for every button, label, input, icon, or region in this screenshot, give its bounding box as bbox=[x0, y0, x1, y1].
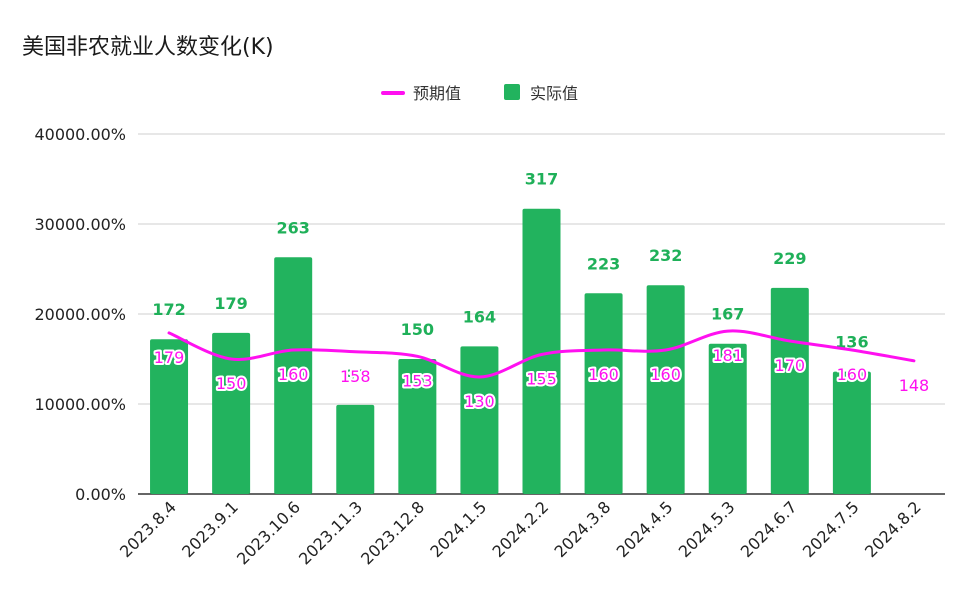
x-tick-label: 2024.3.8 bbox=[551, 497, 615, 561]
bar-labels-actual: 172 179 263 99 150 164 317 223 232 167 229 136 bbox=[152, 170, 868, 385]
expected-value-halo: 158 bbox=[340, 367, 371, 386]
bar-actual bbox=[460, 346, 499, 494]
x-axis: 2023.8.42023.9.12023.10.62023.11.32023.1… bbox=[116, 497, 925, 568]
x-tick-label: 2023.12.8 bbox=[357, 497, 428, 568]
legend-swatch-actual bbox=[504, 84, 520, 100]
bar-value-label: 164 bbox=[463, 307, 496, 326]
bar-actual bbox=[212, 332, 251, 494]
expected-value-halo: 160 bbox=[278, 365, 309, 384]
bar-value-label: 263 bbox=[276, 218, 309, 237]
y-tick-label: 30000.00% bbox=[34, 215, 126, 234]
bar-actual bbox=[150, 339, 189, 494]
x-tick-label: 2023.8.4 bbox=[116, 497, 180, 561]
x-tick-label: 2024.5.3 bbox=[675, 497, 739, 561]
bar-actual bbox=[522, 208, 561, 494]
bar-value-label: 167 bbox=[711, 305, 744, 324]
x-tick-label: 2024.2.2 bbox=[489, 497, 553, 561]
expected-value-halo: 130 bbox=[464, 392, 495, 411]
bar-value-label: 172 bbox=[152, 300, 185, 319]
expected-value-label: 155 bbox=[526, 370, 557, 389]
y-tick-label: 0.00% bbox=[75, 485, 126, 504]
bar-value-label: 136 bbox=[835, 333, 868, 352]
bar-actual bbox=[274, 257, 313, 494]
bar-actual bbox=[832, 371, 871, 494]
bar-actual bbox=[398, 359, 437, 494]
x-tick-label: 2024.1.5 bbox=[426, 497, 490, 561]
line-expected bbox=[167, 329, 916, 379]
bar-value-label: 317 bbox=[525, 170, 558, 189]
bar-value-label: 229 bbox=[773, 249, 806, 268]
expected-value-label: 158 bbox=[340, 367, 371, 386]
expected-value-label: 160 bbox=[650, 365, 681, 384]
expected-value-halo: 160 bbox=[650, 365, 681, 384]
bar-actual bbox=[708, 343, 747, 494]
x-tick-label: 2023.10.6 bbox=[233, 497, 304, 568]
expected-value-label: 181 bbox=[712, 346, 743, 365]
expected-value-halo: 153 bbox=[402, 371, 433, 390]
bar-actual bbox=[336, 404, 375, 494]
bar-value-label: 179 bbox=[214, 294, 247, 313]
x-tick-label: 2024.8.2 bbox=[861, 497, 925, 561]
bars-actual bbox=[150, 208, 871, 494]
bar-value-label: 223 bbox=[587, 254, 620, 273]
bar-value-label: 232 bbox=[649, 246, 682, 265]
expected-line-path bbox=[167, 329, 916, 379]
legend-label-expected: 预期值 bbox=[413, 84, 461, 103]
expected-value-label: 150 bbox=[216, 374, 247, 393]
y-tick-label: 20000.00% bbox=[34, 305, 126, 324]
expected-value-halo: 160 bbox=[837, 365, 868, 384]
bar-actual bbox=[584, 293, 623, 494]
expected-value-halo: 181 bbox=[712, 346, 743, 365]
expected-value-label: 130 bbox=[464, 392, 495, 411]
legend-label-actual: 实际值 bbox=[530, 84, 578, 103]
expected-value-label: 170 bbox=[775, 356, 806, 375]
x-tick-label: 2024.6.7 bbox=[737, 497, 801, 561]
expected-value-label: 148 bbox=[899, 376, 930, 395]
y-tick-label: 10000.00% bbox=[34, 395, 126, 414]
expected-value-halo: 155 bbox=[526, 370, 557, 389]
expected-value-label: 160 bbox=[278, 365, 309, 384]
expected-value-label: 160 bbox=[837, 365, 868, 384]
expected-value-halo: 148 bbox=[899, 376, 930, 395]
y-tick-label: 40000.00% bbox=[34, 125, 126, 144]
bar-actual bbox=[770, 287, 809, 494]
expected-value-halo: 179 bbox=[154, 348, 185, 367]
expected-value-halo: 170 bbox=[775, 356, 806, 375]
expected-value-label: 153 bbox=[402, 371, 433, 390]
x-tick-label: 2023.9.1 bbox=[178, 497, 242, 561]
bar-actual bbox=[646, 285, 685, 494]
expected-value-label: 179 bbox=[154, 348, 185, 367]
bar-value-label: 150 bbox=[401, 320, 434, 339]
chart-title: 美国非农就业人数变化(K) bbox=[22, 35, 274, 60]
x-tick-label: 2024.4.5 bbox=[613, 497, 677, 561]
expected-value-halo: 150 bbox=[216, 374, 247, 393]
legend: 预期值 实际值 bbox=[381, 84, 578, 103]
bar-value-label: 99 bbox=[344, 366, 366, 385]
expected-value-label: 160 bbox=[588, 365, 619, 384]
x-tick-label: 2023.11.3 bbox=[295, 497, 366, 568]
y-axis: 0.00% 10000.00% 20000.00% 30000.00% 40000.00… bbox=[34, 125, 126, 504]
x-tick-label: 2024.7.5 bbox=[799, 497, 863, 561]
expected-value-halo: 160 bbox=[588, 365, 619, 384]
